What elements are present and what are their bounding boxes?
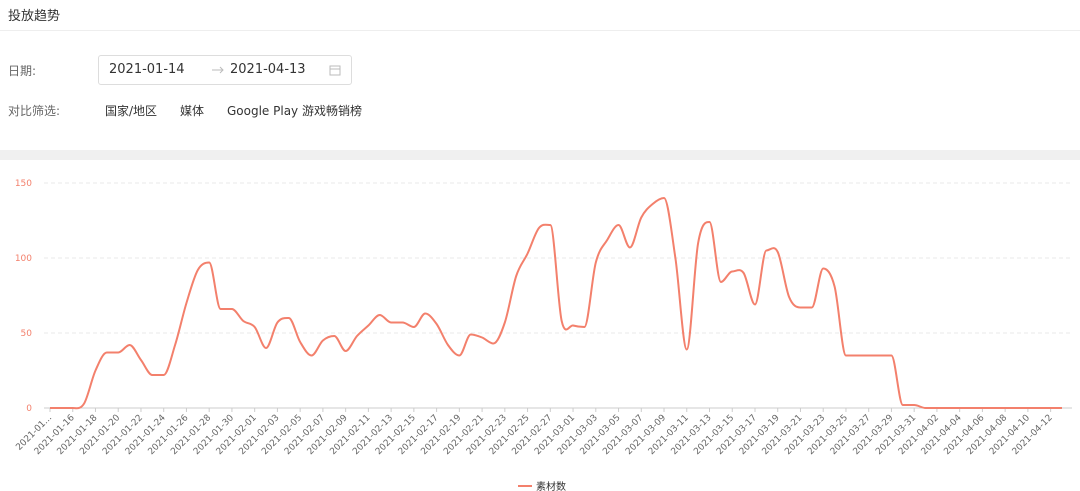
compare-option[interactable]: 国家/地区	[105, 104, 158, 118]
end-date[interactable]: 2021-04-13	[230, 62, 306, 77]
legend-item[interactable]: 素材数	[518, 480, 566, 491]
section-gap	[0, 150, 1080, 160]
divider	[0, 30, 1080, 31]
date-label: 日期:	[8, 64, 37, 78]
compare-option[interactable]: 媒体	[180, 104, 205, 118]
line-series	[50, 196, 1062, 410]
y-tick-label: 50	[21, 329, 33, 339]
range-arrow	[212, 66, 224, 74]
chart: 0501001502021-01...2021-01-162021-01-182…	[14, 179, 1072, 491]
compare-label: 对比筛选:	[8, 104, 61, 118]
date-range-picker[interactable]: 2021-01-14 2021-04-13	[98, 55, 352, 85]
y-tick-label: 150	[15, 179, 32, 189]
calendar-icon[interactable]	[329, 64, 341, 76]
page-title: 投放趋势	[8, 9, 61, 24]
legend-label: 素材数	[536, 480, 566, 491]
compare-option[interactable]: Google Play 游戏畅销榜	[227, 104, 362, 118]
start-date[interactable]: 2021-01-14	[109, 62, 185, 77]
y-tick-label: 0	[26, 404, 32, 414]
y-tick-label: 100	[15, 254, 32, 264]
